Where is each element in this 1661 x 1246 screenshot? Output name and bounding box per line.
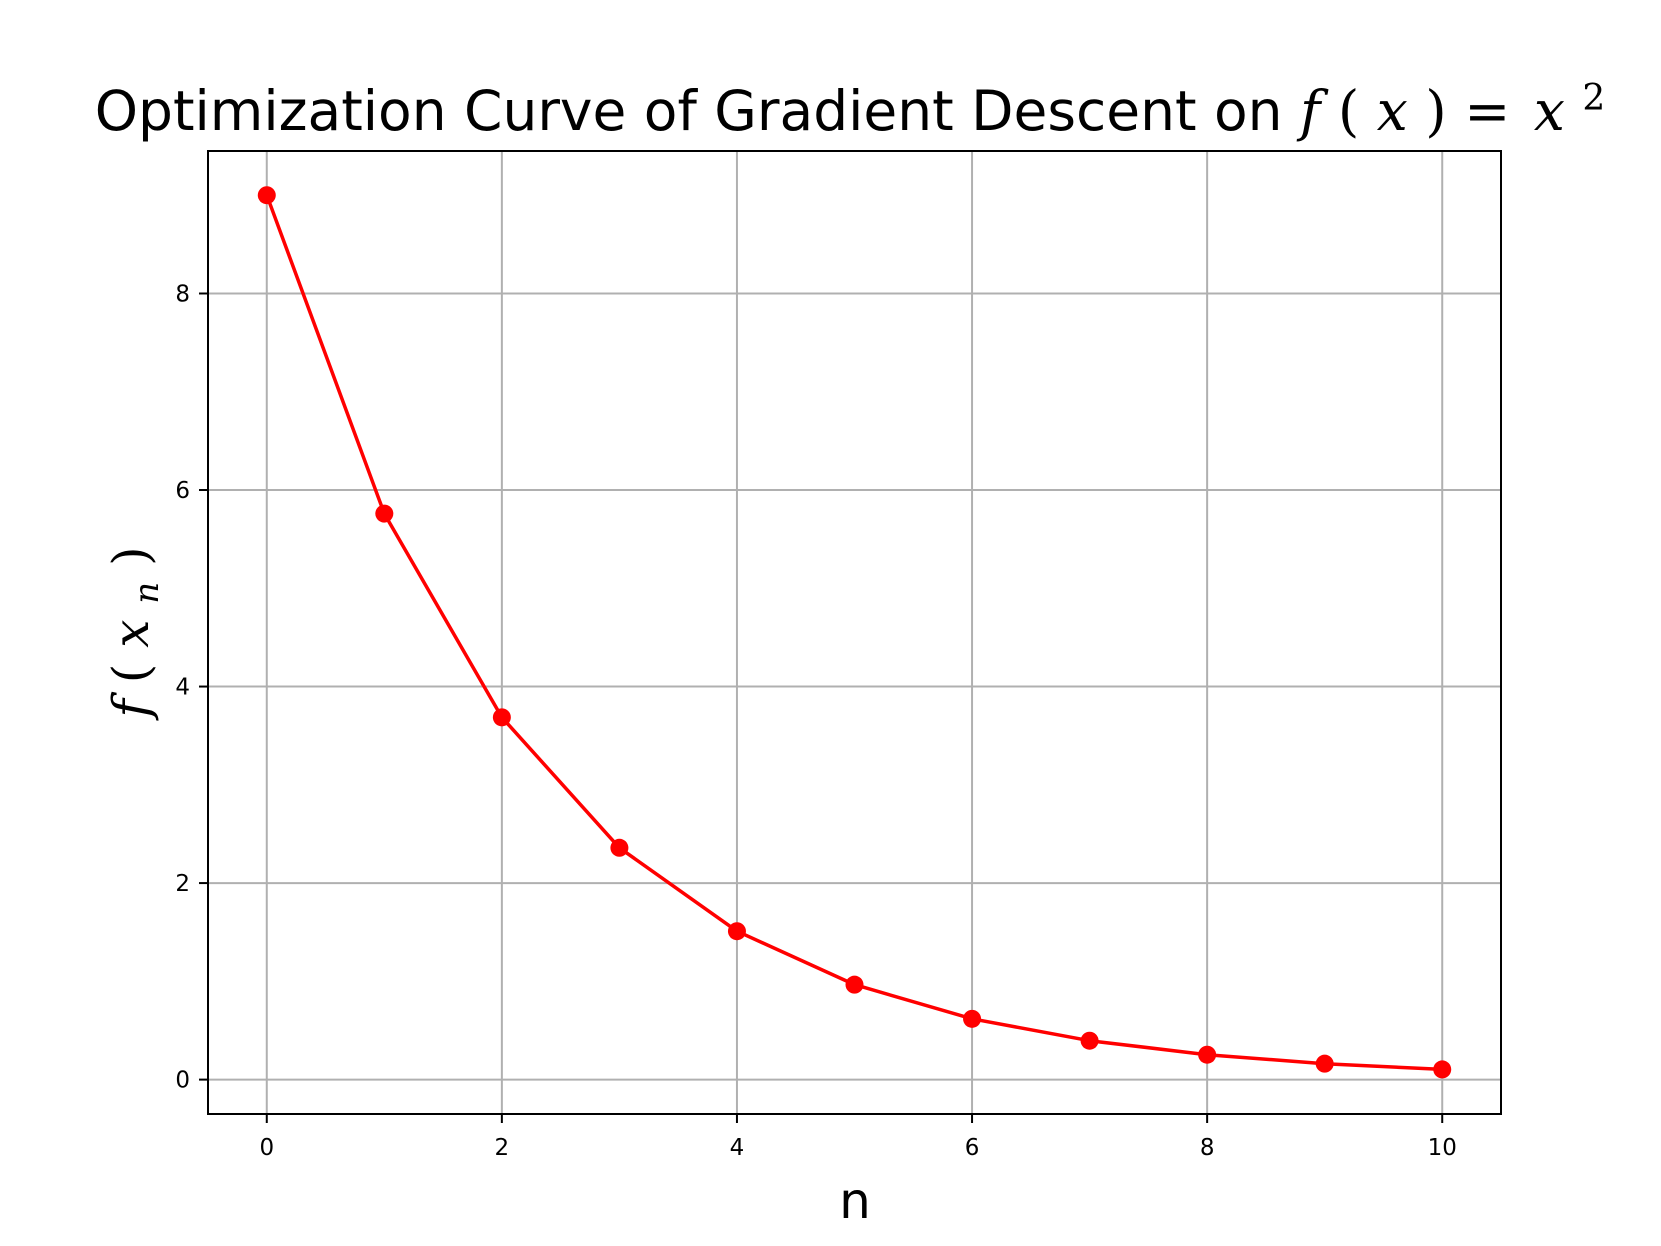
data-point — [610, 838, 629, 857]
data-point — [1315, 1054, 1334, 1073]
y-tick-label: 4 — [175, 675, 190, 701]
data-point — [727, 922, 746, 941]
x-tick-label: 2 — [495, 1135, 510, 1161]
y-tick-label: 2 — [175, 871, 190, 897]
y-tick-label: 0 — [175, 1068, 190, 1094]
y-tick-label: 6 — [175, 478, 190, 504]
y-tick-label: 8 — [175, 281, 190, 307]
data-point — [963, 1009, 982, 1028]
data-point — [845, 975, 864, 994]
ticks: 0 2 4 6 8 10 0 2 4 6 8 — [175, 281, 1457, 1161]
y-axis-label: f ( x n ) — [102, 546, 170, 721]
data-point — [257, 186, 276, 205]
x-axis-label: n — [839, 1172, 871, 1230]
x-tick-label: 6 — [965, 1135, 980, 1161]
y-axis-label-base: x — [102, 620, 160, 648]
x-tick-label: 10 — [1428, 1135, 1457, 1161]
data-point — [1198, 1045, 1217, 1064]
x-tick-label: 4 — [730, 1135, 745, 1161]
x-tick-label: 0 — [259, 1135, 274, 1161]
chart-title-base: x — [1534, 79, 1565, 143]
chart-title-text: Optimization Curve of Gradient Descent o… — [95, 79, 1300, 143]
chart-title-fn: f — [1296, 79, 1329, 143]
data-point — [1080, 1031, 1099, 1050]
y-axis-label-fn: f — [102, 692, 160, 722]
chart-title-eq: = — [1464, 79, 1510, 143]
data-point — [492, 708, 511, 727]
chart-title-exp: 2 — [1582, 78, 1605, 119]
plot-frame — [207, 150, 1502, 1115]
y-axis-label-sub: n — [127, 582, 167, 604]
chart-title-arg: x — [1377, 79, 1408, 143]
series — [257, 186, 1452, 1079]
data-point — [375, 504, 394, 523]
data-point — [1433, 1060, 1452, 1079]
x-tick-label: 8 — [1200, 1135, 1215, 1161]
chart-title: Optimization Curve of Gradient Descent o… — [95, 78, 1606, 143]
grid — [208, 151, 1501, 1114]
